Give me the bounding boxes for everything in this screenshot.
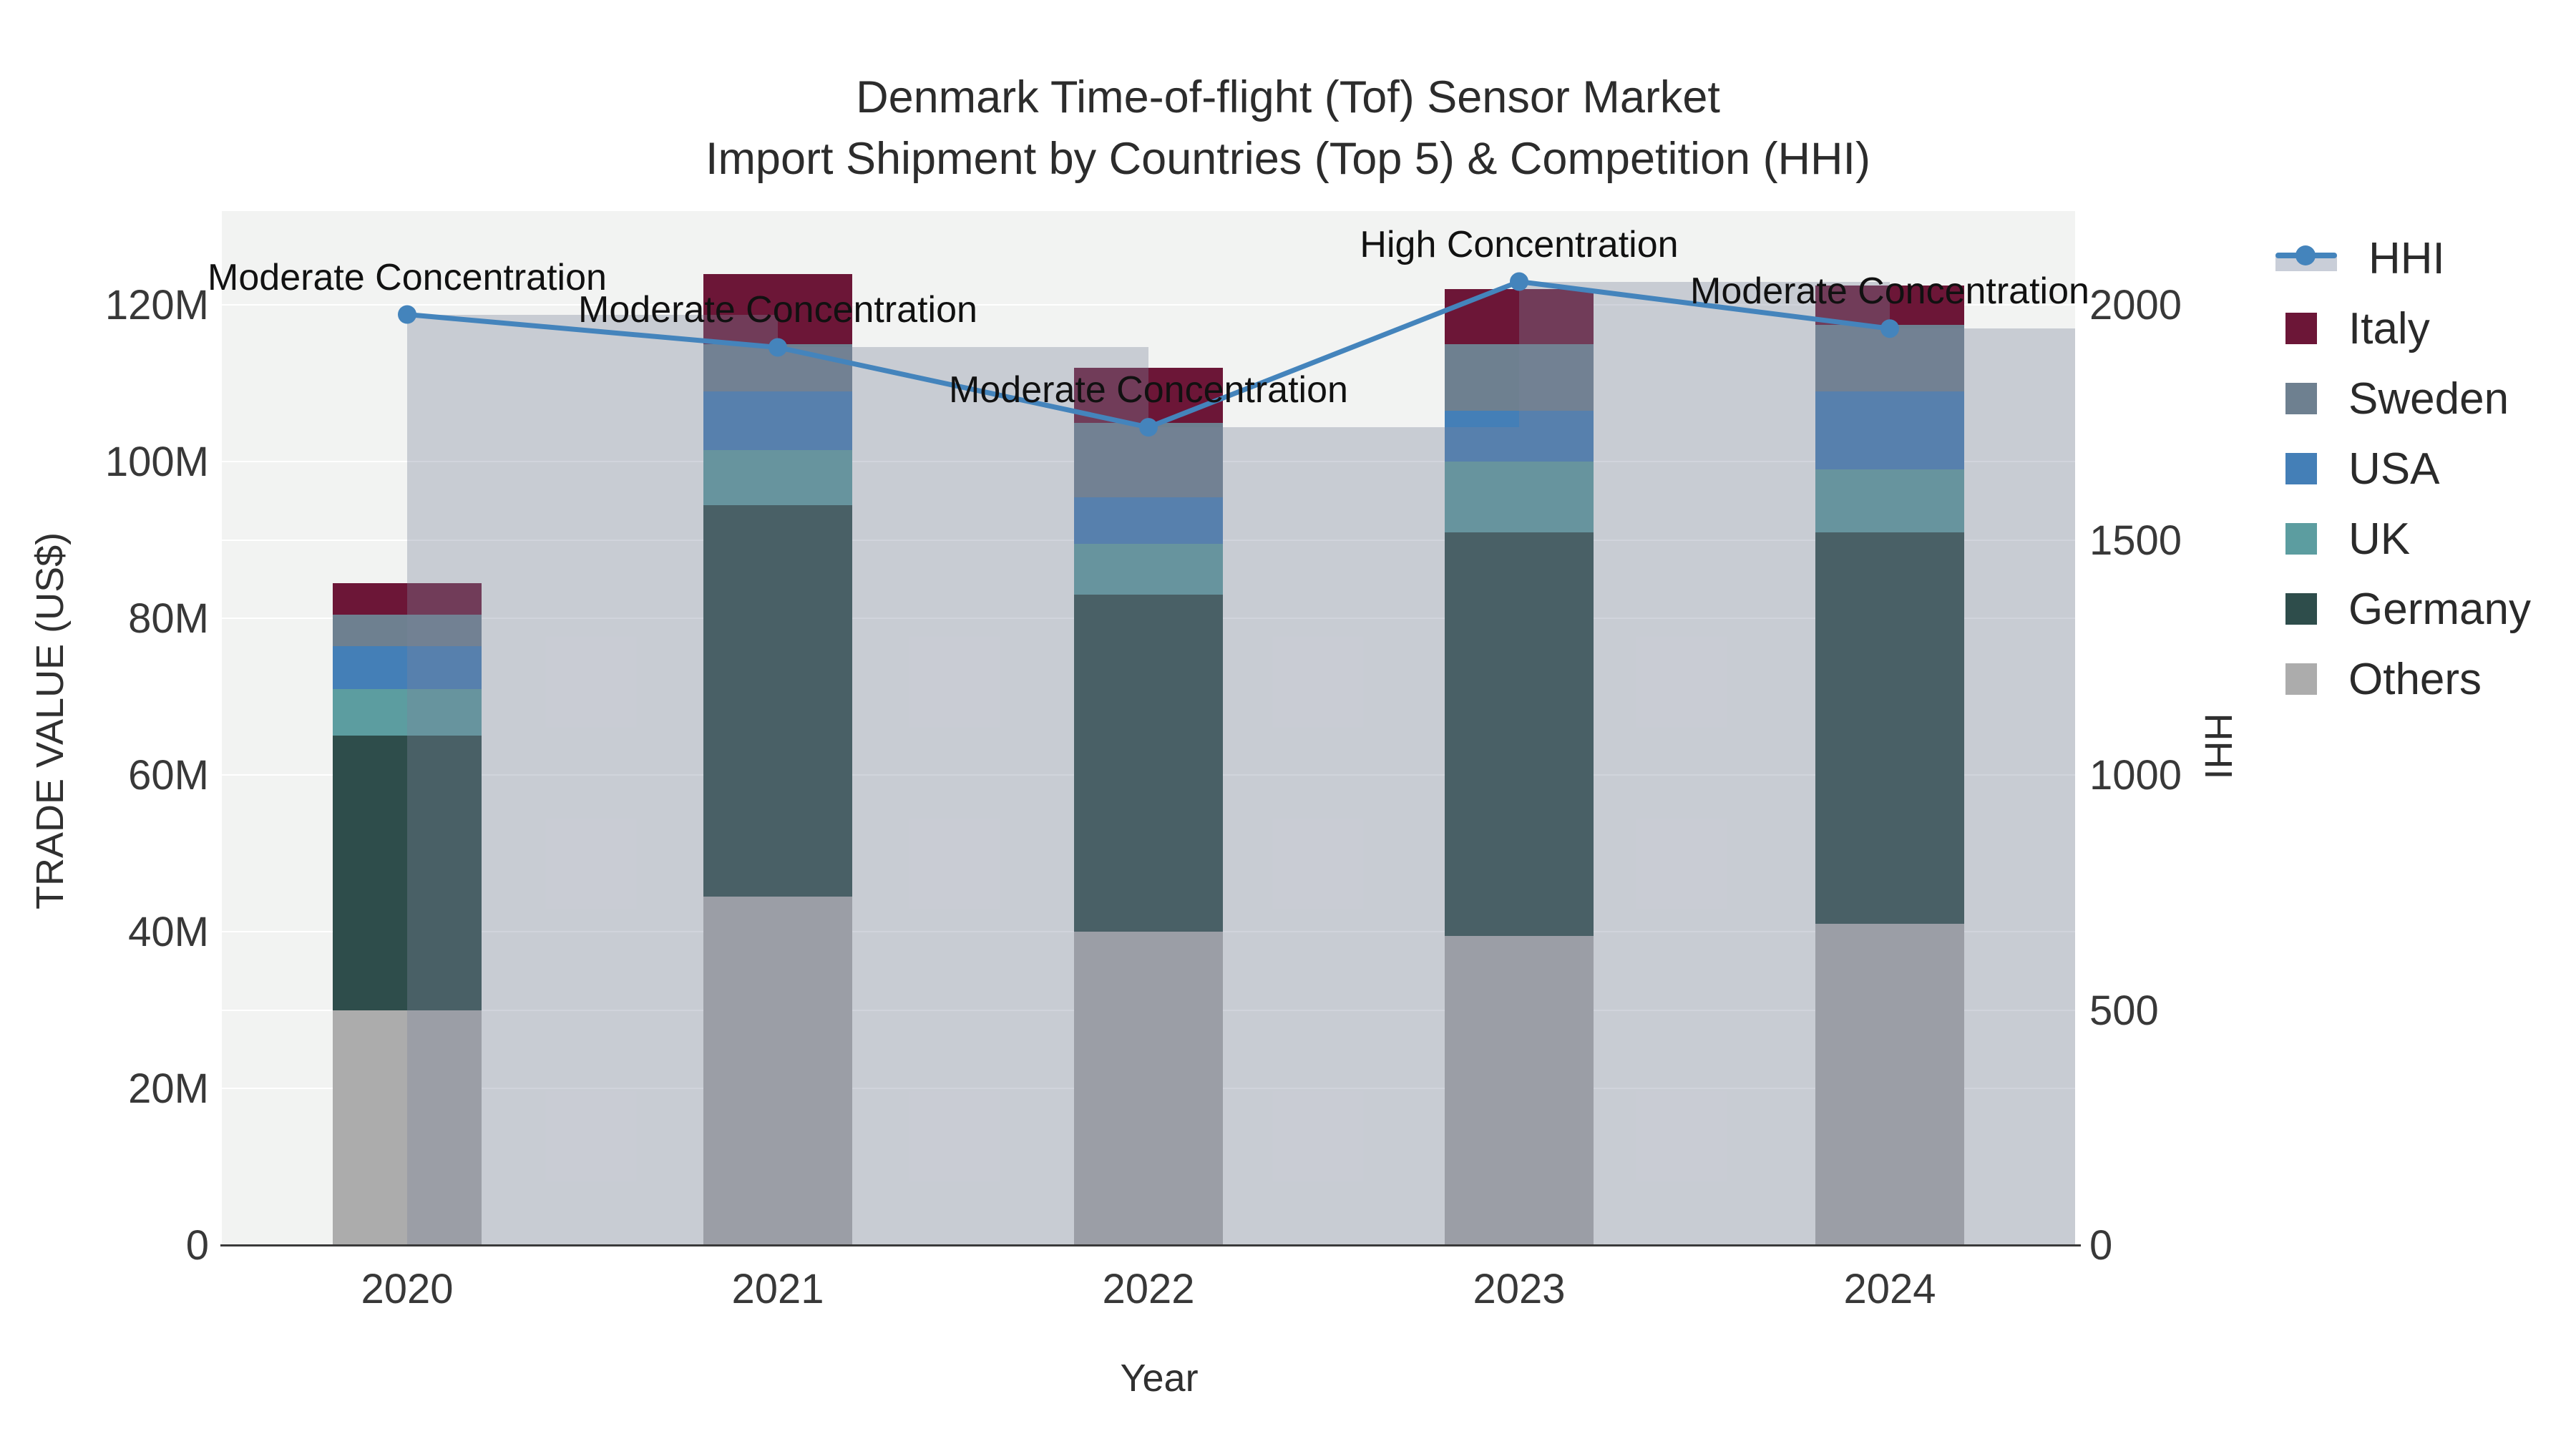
annotation-2023: High Concentration	[1360, 223, 1679, 265]
legend-label: Germany	[2348, 584, 2531, 634]
plot-area: Moderate Concentration Moderate Concentra…	[208, 211, 2089, 1245]
legend-label: HHI	[2368, 233, 2445, 283]
bar-segment-usa-2021[interactable]	[703, 391, 852, 450]
legend-item-usa[interactable]: USA	[2275, 443, 2439, 494]
x-axis-title: Year	[1120, 1357, 1199, 1400]
annotation-2020: Moderate Concentration	[208, 256, 607, 298]
chart-title: Denmark Time-of-flight (Tof) Sensor Mark…	[856, 72, 1720, 122]
hhi-bar-2024[interactable]	[1890, 328, 2075, 1245]
bar-segment-germany-2022[interactable]	[1074, 595, 1223, 932]
y-axis-title-right: HHI	[2197, 713, 2240, 780]
bar-segment-germany-2023[interactable]	[1445, 532, 1594, 936]
y-tick-right-500: 500	[2089, 987, 2159, 1034]
bar-segment-others-2022[interactable]	[1074, 932, 1223, 1245]
legend-item-sweden[interactable]: Sweden	[2275, 373, 2509, 424]
bar-segment-germany-2024[interactable]	[1815, 532, 1964, 924]
hhi-marker-icon	[2296, 245, 2316, 265]
others-swatch-icon	[2285, 663, 2317, 695]
y-tick-left-0: 0	[185, 1222, 209, 1269]
hhi-marker-2022[interactable]	[1139, 418, 1158, 437]
legend-label: USA	[2348, 444, 2440, 494]
y-tick-left-100M: 100M	[104, 439, 209, 486]
legend-item-germany[interactable]: Germany	[2275, 583, 2531, 635]
bar-segment-usa-2022[interactable]	[1074, 497, 1223, 545]
usa-swatch-icon	[2285, 453, 2317, 484]
bar-segment-usa-2024[interactable]	[1815, 391, 1964, 470]
y-tick-right-1500: 1500	[2089, 517, 2182, 564]
x-tick-label-2024: 2024	[1843, 1266, 1936, 1312]
bar-segment-uk-2024[interactable]	[1815, 469, 1964, 532]
y-tick-left-120M: 120M	[104, 282, 209, 329]
bar-segment-germany-2020[interactable]	[333, 736, 482, 1010]
x-tick-label-2023: 2023	[1473, 1266, 1566, 1312]
hhi-marker-2021[interactable]	[769, 338, 787, 357]
y-tick-left-40M: 40M	[128, 909, 209, 956]
bar-segment-italy-2024[interactable]	[1815, 285, 1964, 325]
y-tick-left-60M: 60M	[128, 752, 209, 799]
sweden-swatch-icon	[2285, 383, 2317, 414]
legend-label: Others	[2348, 654, 2482, 704]
hhi-bar-2023[interactable]	[1519, 281, 1890, 1245]
bar-segment-uk-2023[interactable]	[1445, 462, 1594, 532]
germany-swatch-icon	[2285, 593, 2317, 625]
hhi-line-chart	[398, 272, 1899, 437]
hhi-bar-2021[interactable]	[778, 347, 1148, 1245]
legend-label: UK	[2348, 514, 2411, 564]
hhi-line-swatch-icon	[2275, 243, 2337, 274]
hhi-marker-2024[interactable]	[1880, 319, 1899, 338]
bar-segment-usa-2023[interactable]	[1445, 411, 1594, 462]
hhi-marker-2020[interactable]	[398, 305, 416, 324]
legend-label: Sweden	[2348, 374, 2509, 424]
chart-subtitle: Import Shipment by Countries (Top 5) & C…	[705, 134, 1871, 184]
bar-segment-sweden-2020[interactable]	[333, 614, 482, 646]
bar-segment-germany-2021[interactable]	[703, 504, 852, 897]
bar-segment-italy-2020[interactable]	[333, 582, 482, 615]
legend-item-others[interactable]: Others	[2275, 653, 2482, 705]
annotation-2024: Moderate Concentration	[1690, 270, 2089, 313]
bar-segment-uk-2021[interactable]	[703, 449, 852, 505]
x-tick-label-2021: 2021	[731, 1266, 824, 1312]
hhi-bar-2022[interactable]	[1148, 427, 1519, 1245]
legend-item-uk[interactable]: UK	[2275, 513, 2410, 565]
x-axis-line	[220, 1244, 2081, 1246]
y-tick-right-1000: 1000	[2089, 752, 2182, 799]
uk-swatch-icon	[2285, 523, 2317, 555]
legend-item-italy[interactable]: Italy	[2275, 303, 2430, 354]
x-tick-label-2022: 2022	[1102, 1266, 1195, 1312]
annotation-2022: Moderate Concentration	[949, 369, 1348, 411]
bar-segment-others-2024[interactable]	[1815, 924, 1964, 1245]
legend-item-hhi[interactable]: HHI	[2275, 233, 2445, 284]
legend-label: Italy	[2348, 303, 2430, 353]
bar-segment-italy-2021[interactable]	[703, 273, 852, 345]
bar-segment-usa-2020[interactable]	[333, 645, 482, 689]
annotation-2021: Moderate Concentration	[578, 289, 977, 331]
bar-segment-uk-2022[interactable]	[1074, 544, 1223, 595]
bar-segment-sweden-2023[interactable]	[1445, 344, 1594, 411]
hhi-bar-2020[interactable]	[407, 314, 778, 1245]
bar-segment-italy-2022[interactable]	[1074, 367, 1223, 423]
bar-segment-others-2021[interactable]	[703, 896, 852, 1245]
italy-swatch-icon	[2285, 313, 2317, 344]
bar-segment-others-2020[interactable]	[333, 1010, 482, 1245]
gridline-right	[222, 304, 2075, 306]
y-tick-left-20M: 20M	[128, 1065, 209, 1113]
y-tick-right-2000: 2000	[2089, 282, 2182, 329]
bar-segment-others-2023[interactable]	[1445, 935, 1594, 1245]
x-tick-label-2020: 2020	[361, 1266, 454, 1312]
y-tick-right-0: 0	[2089, 1222, 2113, 1269]
bar-segment-uk-2020[interactable]	[333, 688, 482, 736]
hhi-marker-2023[interactable]	[1510, 272, 1528, 291]
y-tick-left-80M: 80M	[128, 595, 209, 643]
